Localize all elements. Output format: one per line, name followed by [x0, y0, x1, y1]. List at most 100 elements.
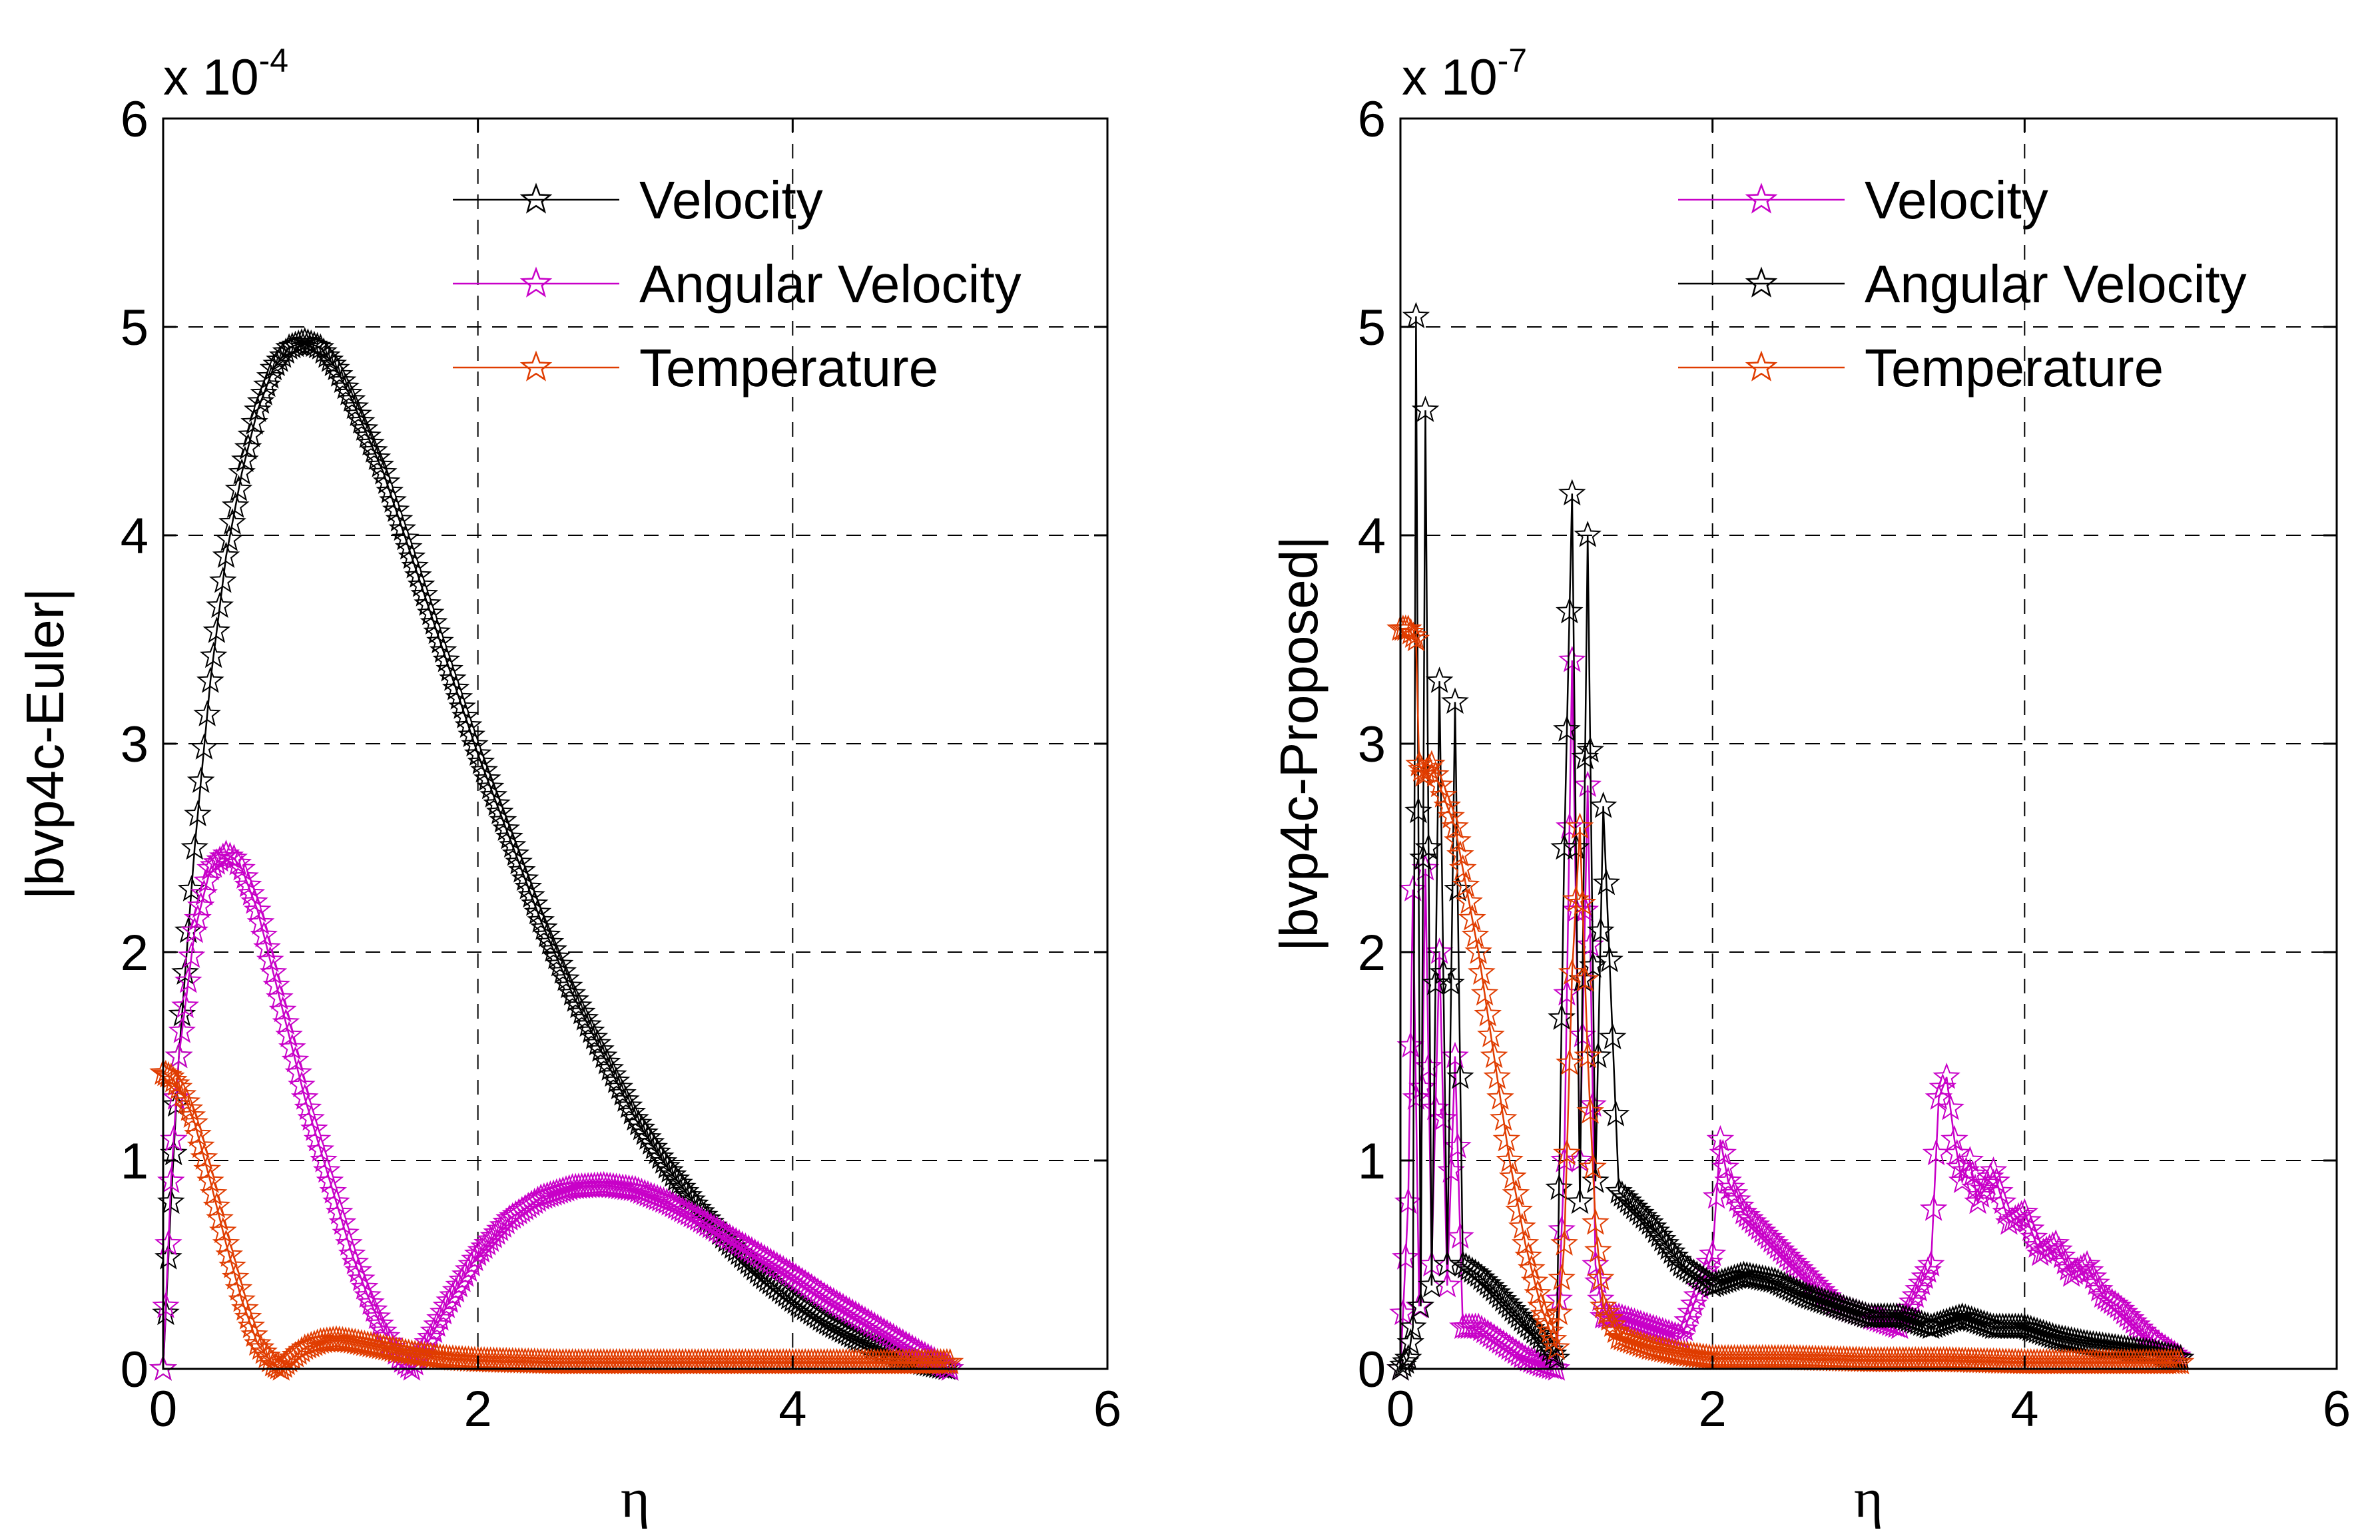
data-point [278, 1033, 306, 1060]
data-point [1936, 1093, 1964, 1121]
data-point [826, 1314, 854, 1342]
data-point [193, 700, 221, 726]
data-point [208, 842, 237, 869]
data-point [1907, 1268, 1936, 1296]
x-tick-label: 6 [2323, 1381, 2351, 1437]
data-point [344, 399, 372, 427]
data-point [1398, 1312, 1427, 1340]
data-point [2085, 1275, 2114, 1302]
data-point [1394, 1344, 1422, 1371]
legend-label: Temperature [1865, 338, 2164, 397]
data-point [838, 1298, 866, 1325]
data-point [485, 1214, 514, 1242]
data-point [1548, 1264, 1576, 1291]
data-point [615, 1091, 643, 1119]
x-tick-label: 2 [464, 1381, 492, 1437]
data-point [1441, 812, 1469, 839]
data-point [1576, 930, 1604, 957]
data-point [501, 840, 530, 866]
data-point [288, 1071, 316, 1098]
y-tick-label: 3 [121, 716, 149, 773]
data-point [1584, 1236, 1612, 1263]
data-point [842, 1300, 870, 1327]
data-point [498, 831, 527, 858]
data-point [206, 1204, 234, 1231]
data-point [860, 1311, 889, 1338]
data-point [1636, 1208, 1664, 1235]
data-point [164, 1073, 193, 1100]
data-point [479, 781, 508, 808]
data-point [1566, 812, 1594, 839]
data-point [310, 337, 338, 364]
data-point [1514, 1242, 1542, 1268]
data-point [1505, 1196, 1533, 1222]
data-point [1584, 1267, 1612, 1294]
data-point [1396, 618, 1425, 644]
data-point [1568, 889, 1597, 915]
data-point [154, 1061, 182, 1088]
data-point [697, 1212, 725, 1238]
data-point [1562, 833, 1590, 860]
data-point [514, 873, 543, 899]
data-point [1556, 597, 1584, 624]
data-point [1709, 1139, 1737, 1166]
data-point [533, 921, 561, 947]
data-point [656, 1189, 684, 1216]
data-point [819, 1311, 848, 1338]
x-tick-label: 0 [1386, 1381, 1414, 1437]
data-point [199, 641, 228, 668]
legend-star-icon [519, 350, 553, 382]
data-point [2020, 1222, 2048, 1250]
data-point [1576, 1097, 1604, 1124]
data-point [1461, 921, 1490, 947]
data-point [184, 800, 212, 827]
data-point [731, 1232, 760, 1259]
data-point [156, 1062, 185, 1089]
data-point [691, 1208, 719, 1234]
data-point [917, 1344, 946, 1371]
data-point [366, 1310, 394, 1336]
data-point [234, 1303, 262, 1330]
data-point [2045, 1235, 2073, 1262]
data-point [180, 1108, 209, 1135]
data-point [678, 1200, 706, 1228]
data-point [659, 1160, 687, 1187]
data-point [1508, 1212, 1536, 1239]
legend-label: Velocity [1865, 170, 2048, 230]
data-point [250, 1338, 278, 1364]
data-point [703, 1215, 731, 1242]
data-point [1524, 1320, 1552, 1347]
data-point [218, 508, 246, 535]
data-point [520, 890, 549, 916]
data-point [168, 1080, 197, 1107]
data-point [186, 1131, 215, 1158]
data-point [470, 756, 498, 783]
data-point [1651, 1229, 1680, 1256]
data-point [357, 1288, 385, 1315]
x-axis-label: η [1854, 1467, 1883, 1529]
legend-star-icon [1745, 182, 1778, 214]
data-point [1556, 1049, 1584, 1075]
data-point [215, 525, 244, 551]
data-point [1533, 1308, 1562, 1335]
data-point [844, 1302, 873, 1329]
data-point [1589, 1292, 1618, 1318]
data-point [354, 1281, 382, 1308]
data-point [719, 1224, 747, 1252]
data-point [347, 1264, 376, 1292]
data-point [485, 798, 514, 825]
data-point [602, 1067, 631, 1093]
data-point [1411, 395, 1440, 422]
data-point [476, 772, 505, 800]
data-point [747, 1242, 775, 1268]
data-point [1558, 958, 1586, 985]
data-point [580, 1023, 609, 1050]
data-point [495, 822, 523, 850]
data-point [1518, 1254, 1546, 1281]
data-point [555, 971, 583, 999]
data-point [1389, 1350, 1417, 1378]
data-point [819, 1287, 848, 1314]
data-point [347, 407, 376, 434]
data-point [753, 1245, 782, 1272]
data-point [467, 748, 495, 774]
